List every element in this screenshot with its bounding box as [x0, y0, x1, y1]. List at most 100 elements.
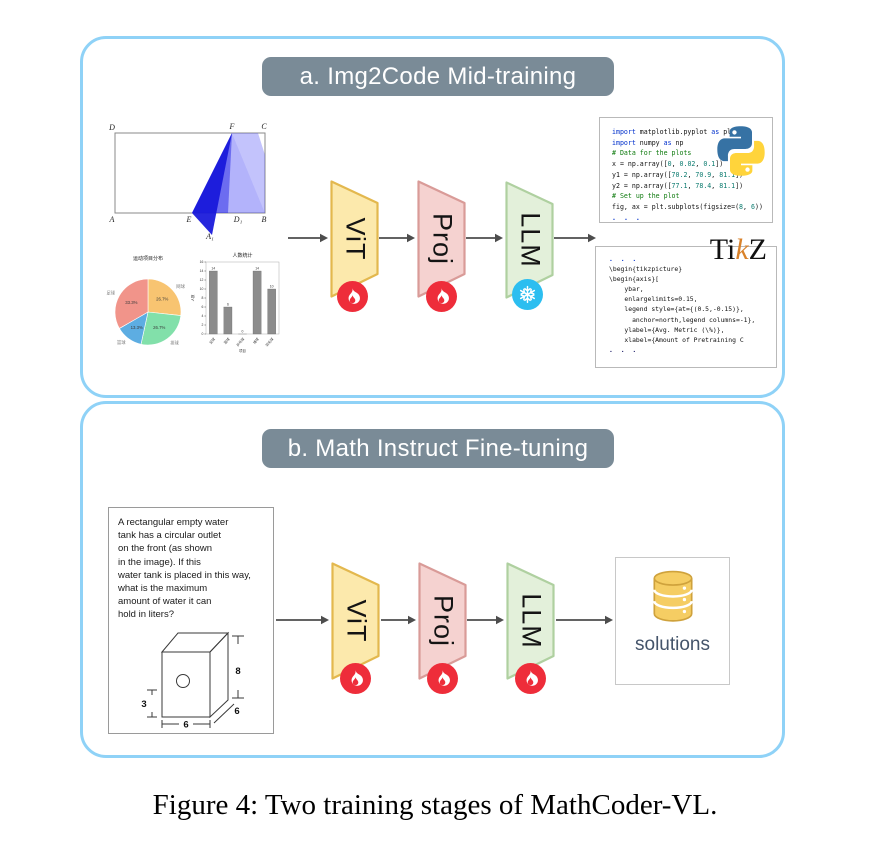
x-tick-label: 乒乓球 — [235, 336, 246, 347]
bar — [223, 306, 233, 335]
proj-shape — [417, 180, 466, 298]
flame-glyph — [351, 670, 363, 686]
vit-shape — [330, 180, 379, 298]
y-tick-label: 4 — [202, 314, 204, 318]
pie-value-label: 33.3% — [125, 300, 137, 305]
proj-label: Proj — [428, 594, 458, 648]
pie-value-label: 26.7% — [156, 297, 168, 302]
pie-slice — [114, 278, 149, 329]
tank-side-face — [209, 631, 229, 719]
bar-value-label: 10 — [270, 284, 274, 288]
llm-block-a: LLM — [505, 181, 554, 299]
y-tick-label: 2 — [202, 323, 204, 327]
flame-icon — [426, 281, 457, 312]
tikz-logo-suffix: Z — [748, 233, 767, 266]
dim-width-label: 6 — [183, 720, 188, 731]
y-tick-label: 0 — [202, 332, 204, 336]
dim-depth-marks — [213, 703, 235, 724]
bar-value-label: 0 — [242, 329, 244, 333]
bar-chart: 人数统计 0 2 4 6 8 10 12 14 16 14 足球 6 篮球 0 乒乓球 14 排球 10 羽毛球 人数项… — [190, 252, 280, 353]
pie-chart: 运动项目分布 26.7% 网球 26.7% 排球 13.3% 篮球 33.3% 足球 — [107, 255, 186, 346]
solutions-box: solutions — [615, 557, 730, 685]
bar — [267, 288, 276, 335]
vit-label: ViT — [341, 599, 371, 643]
panel-a-title: a. Img2Code Mid-training — [262, 57, 614, 96]
snowflake-icon — [512, 279, 543, 310]
snowflake-glyph — [519, 285, 536, 304]
dim-offset-marks — [147, 689, 157, 718]
vit-block-b: ViT — [331, 562, 380, 680]
y-tick-label: 16 — [200, 260, 204, 264]
flame-icon — [337, 281, 368, 312]
llm-block-b: LLM — [506, 562, 555, 680]
pie-category-label: 排球 — [170, 339, 179, 346]
geometry-figure: D F C A E D₁ B A₁ — [108, 122, 267, 241]
figure-caption: Figure 4: Two training stages of MathCod… — [152, 789, 718, 821]
database-icon — [653, 570, 693, 622]
tikz-logo: TikZ — [710, 235, 767, 265]
dim-offset-label: 3 — [141, 699, 146, 710]
geometry-triangle-dark — [192, 133, 232, 235]
geometry-rectangle — [114, 132, 266, 214]
x-tick-label: 篮球 — [222, 336, 231, 345]
vertex-label-E: E — [186, 215, 192, 224]
flame-icon — [515, 663, 546, 694]
y-tick-label: 6 — [202, 305, 204, 309]
pie-value-label: 26.7% — [153, 325, 165, 330]
panel-b-title: b. Math Instruct Fine-tuning — [262, 429, 614, 468]
y-tick-label: 14 — [200, 269, 204, 273]
problem-box: A rectangular empty water tank has a circ… — [108, 507, 274, 734]
x-tick-label: 足球 — [208, 336, 217, 345]
svg-text:运动项目分布: 运动项目分布 — [133, 255, 163, 262]
vertex-label-D: D — [108, 123, 115, 132]
y-tick-label: 8 — [202, 296, 204, 300]
y-tick-label: 12 — [200, 278, 204, 282]
vertex-label-D1: D₁ — [233, 215, 243, 224]
tikz-code: . . . \begin{tikzpicture} \begin{axis}[ yb… — [609, 255, 756, 354]
pie-slice — [140, 311, 182, 346]
bar-title: 人数统计 — [232, 252, 252, 259]
geometry-triangle-light — [232, 133, 265, 213]
water-tank-figure: 8 6 3 6 — [141, 631, 244, 731]
bar-xlabel: 项目 — [239, 349, 246, 353]
flame-glyph — [438, 670, 450, 686]
pie-category-label: 足球 — [107, 290, 116, 297]
vertex-label-A: A — [109, 215, 115, 224]
vit-shape — [331, 562, 380, 680]
proj-shape — [418, 562, 467, 680]
vit-block-a: ViT — [330, 180, 379, 298]
problem-text: A rectangular empty water tank has a circ… — [118, 517, 251, 621]
python-logo-icon — [717, 126, 765, 176]
tikz-code-box: TikZ . . . \begin{tikzpicture} \begin{axis… — [595, 235, 777, 368]
bar-value-label: 14 — [255, 266, 259, 270]
flame-icon — [340, 663, 371, 694]
flame-glyph — [437, 288, 449, 304]
tikz-logo-k: k — [735, 233, 749, 266]
vertex-label-C: C — [261, 122, 267, 131]
bar-ylabel: 人数 — [190, 294, 195, 301]
solutions-label: solutions — [635, 634, 710, 655]
python-code: import matplotlib.pyplot as plt import nu… — [612, 128, 763, 222]
flame-glyph — [526, 670, 538, 686]
flame-icon — [427, 663, 458, 694]
llm-label: LLM — [516, 593, 546, 649]
vertex-label-F: F — [229, 122, 235, 131]
llm-label: LLM — [515, 212, 545, 268]
bar-value-label: 14 — [211, 266, 215, 270]
bar — [252, 270, 262, 335]
x-tick-label: 羽毛球 — [264, 336, 275, 347]
vertex-label-A1: A₁ — [205, 232, 214, 241]
pie-category-label: 网球 — [176, 283, 185, 290]
tikz-logo-prefix: Ti — [709, 233, 736, 266]
proj-block-a: Proj — [417, 180, 466, 298]
dim-height-marks — [232, 635, 244, 699]
vit-label: ViT — [340, 217, 370, 261]
bar — [209, 270, 218, 335]
llm-shape — [506, 562, 555, 680]
flame-glyph — [348, 288, 360, 304]
dim-depth-label: 6 — [234, 706, 239, 717]
proj-label: Proj — [427, 212, 457, 266]
dim-width-marks — [161, 720, 211, 728]
dim-height-label: 8 — [235, 666, 240, 677]
x-tick-label: 排球 — [252, 336, 261, 345]
